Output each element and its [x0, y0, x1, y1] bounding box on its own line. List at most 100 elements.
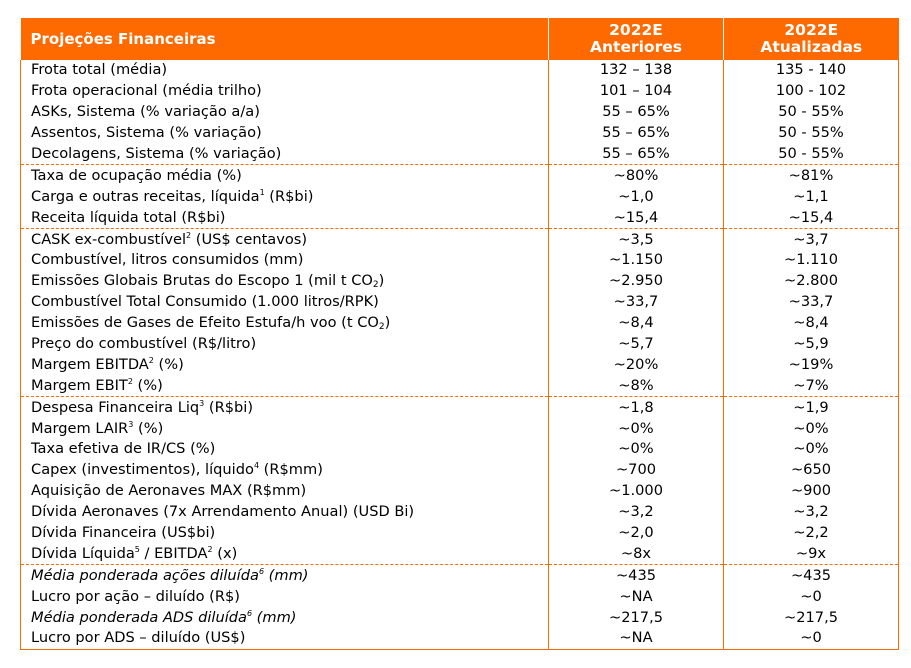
row-label-text: Dívida Financeira (US$bi): [31, 524, 216, 542]
row-label-text: Assentos, Sistema (% variação): [31, 124, 262, 142]
subscript: 2: [378, 322, 385, 333]
footnote-marker: 1: [259, 187, 265, 197]
value-previous: ~5,7: [548, 333, 724, 355]
value-previous: 101 – 104: [548, 80, 724, 102]
row-label: Dívida Financeira (US$bi): [20, 522, 549, 544]
table-row: Frota operacional (média trilho) 101 – 10…: [20, 80, 899, 102]
value-previous: ~80%: [548, 164, 724, 187]
table-title: Projeções Financeiras: [20, 18, 549, 60]
row-label-text: Média ponderada ADS diluída: [31, 608, 247, 626]
value-previous: ~0%: [548, 439, 724, 460]
value-updated: 100 - 102: [723, 80, 899, 102]
row-label-text: Carga e outras receitas, líquida: [31, 187, 260, 205]
row-label: Carga e outras receitas, líquida1 (R$bi): [20, 186, 549, 208]
table-row: Média ponderada ações diluída6 (mm) ~435 ~…: [20, 564, 899, 587]
table-body: Frota total (média) 132 – 138 135 - 140 Fro…: [20, 60, 899, 650]
row-label-text: Combustível, litros consumidos (mm): [31, 251, 304, 269]
value-previous: ~3,5: [548, 228, 724, 251]
footnote-marker: 2: [207, 544, 213, 554]
value-updated: ~0%: [723, 439, 899, 460]
value-previous: ~1,0: [548, 186, 724, 208]
value-updated: ~8,4: [723, 312, 899, 334]
value-updated: ~3,7: [723, 228, 899, 251]
table-row: CASK ex-combustível2 (US$ centavos) ~3,5 ~…: [20, 228, 899, 251]
row-label-suffix: (mm): [264, 566, 309, 584]
value-previous: ~2.950: [548, 270, 724, 292]
row-label-suffix: (%): [132, 376, 163, 394]
row-label-text: Decolagens, Sistema (% variação): [31, 145, 282, 162]
row-label: Lucro por ADS – diluído (US$): [20, 628, 549, 650]
footnote-marker: 5: [134, 544, 140, 554]
table-header-row: Projeções Financeiras 2022E Anteriores 2…: [20, 18, 899, 60]
table-row: Dívida Aeronaves (7x Arrendamento Anual)…: [20, 501, 899, 523]
value-previous: 132 – 138: [548, 60, 724, 81]
row-label: Margem EBIT2 (%): [20, 375, 549, 397]
value-previous: 55 – 65%: [548, 122, 724, 144]
row-label: Frota total (média): [20, 60, 549, 81]
row-label: Capex (investimentos), líquido4 (R$mm): [20, 459, 549, 481]
row-label-suffix: / EBITDA: [139, 544, 208, 562]
column-header-updated-label: Atualizadas: [760, 38, 863, 56]
row-label-suffix: ): [384, 314, 391, 332]
value-updated: 50 - 55%: [723, 143, 899, 165]
row-label: Margem LAIR3 (%): [20, 418, 549, 440]
value-updated: ~217,5: [723, 607, 899, 629]
value-previous: ~1,8: [548, 396, 724, 419]
row-label-suffix: (US$ centavos): [191, 230, 308, 248]
value-updated: ~7%: [723, 375, 899, 397]
value-updated: ~0%: [723, 418, 899, 440]
table-row: Lucro por ADS – diluído (US$) ~NA ~0: [20, 628, 899, 650]
value-previous: ~8,4: [548, 312, 724, 334]
row-label-text: CASK ex-combustível: [31, 230, 187, 248]
value-updated: ~1,9: [723, 396, 899, 419]
footnote-marker: 6: [258, 566, 265, 576]
value-previous: ~435: [548, 564, 724, 587]
row-label: Emissões de Gases de Efeito Estufa/h voo…: [20, 312, 549, 334]
row-label: Taxa efetiva de IR/CS (%): [20, 439, 549, 460]
value-updated: 50 - 55%: [723, 101, 899, 123]
row-label: Média ponderada ADS diluída6 (mm): [20, 607, 549, 629]
value-previous: ~8%: [548, 375, 724, 397]
footnote-marker: 2: [148, 355, 154, 365]
row-label: Decolagens, Sistema (% variação): [20, 143, 549, 165]
column-header-previous-year: 2022E: [609, 21, 663, 39]
table-row: ASKs, Sistema (% variação a/a) 55 – 65% 50…: [20, 101, 899, 123]
row-label: Emissões Globais Brutas do Escopo 1 (mil…: [20, 270, 549, 292]
value-updated: ~19%: [723, 354, 899, 376]
row-label-text: Margem EBIT: [31, 376, 128, 394]
value-updated: ~0: [723, 628, 899, 650]
table-row: Frota total (média) 132 – 138 135 - 140: [20, 60, 899, 81]
row-label-text: Margem LAIR: [31, 419, 129, 437]
row-label-text: Lucro por ADS – diluído (US$): [31, 629, 246, 647]
table-row: Carga e outras receitas, líquida1 (R$bi)…: [20, 186, 899, 208]
value-updated: 50 - 55%: [723, 122, 899, 144]
projections-table: Projeções Financeiras 2022E Anteriores 2…: [20, 18, 899, 650]
value-updated: ~1,1: [723, 186, 899, 208]
row-label: Assentos, Sistema (% variação): [20, 122, 549, 144]
row-label-suffix: (mm): [252, 608, 297, 626]
row-label: CASK ex-combustível2 (US$ centavos): [20, 228, 549, 251]
value-previous: 55 – 65%: [548, 143, 724, 165]
row-label-suffix: (x): [212, 544, 238, 562]
footnote-marker: 6: [246, 608, 253, 618]
row-label-text: Taxa de ocupação média (%): [31, 166, 242, 184]
value-updated: ~650: [723, 459, 899, 481]
value-previous: ~1.000: [548, 480, 724, 502]
value-previous: ~3,2: [548, 501, 724, 523]
row-label-text: Dívida Líquida: [31, 544, 135, 562]
value-updated: ~3,2: [723, 501, 899, 523]
row-label: Média ponderada ações diluída6 (mm): [20, 564, 549, 587]
column-header-updated: 2022E Atualizadas: [723, 18, 899, 60]
column-header-previous: 2022E Anteriores: [548, 18, 724, 60]
value-previous: ~700: [548, 459, 724, 481]
footnote-marker: 2: [186, 230, 192, 240]
row-label: Despesa Financeira Liq3 (R$bi): [20, 396, 549, 419]
row-label: Margem EBITDA2 (%): [20, 354, 549, 376]
row-label-text: Média ponderada ações diluída: [31, 566, 259, 584]
financial-projections-table: Projeções Financeiras 2022E Anteriores 2…: [20, 18, 899, 650]
table-row: Decolagens, Sistema (% variação) 55 – 65%…: [20, 143, 899, 165]
row-label-text: Frota total (média): [31, 61, 168, 79]
row-label-text: Taxa efetiva de IR/CS (%): [31, 440, 216, 458]
table-row: Despesa Financeira Liq3 (R$bi) ~1,8 ~1,9: [20, 396, 899, 419]
footnote-marker: 4: [253, 461, 260, 471]
